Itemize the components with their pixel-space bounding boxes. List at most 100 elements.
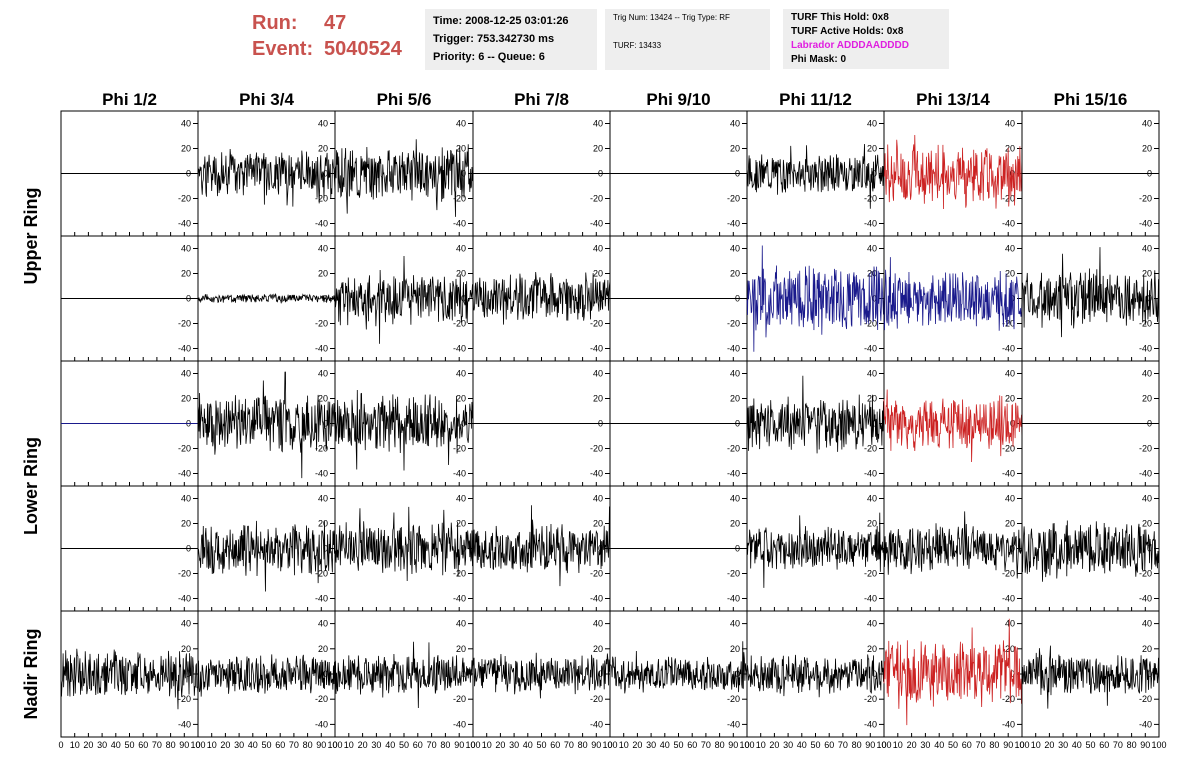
y-tick-label: 0	[461, 419, 466, 429]
x-tick-label: 90	[728, 740, 738, 750]
x-tick-label: 20	[220, 740, 230, 750]
y-tick-label: 40	[1005, 369, 1015, 379]
y-tick-label: 40	[867, 244, 877, 254]
x-tick-label: 10	[344, 740, 354, 750]
x-tick-label: 30	[920, 740, 930, 750]
y-tick-label: 40	[318, 619, 328, 629]
waveform-trace	[746, 375, 885, 454]
waveform-trace	[1021, 645, 1160, 709]
y-tick-label: -40	[1002, 594, 1015, 604]
x-tick-label: 10	[893, 740, 903, 750]
x-tick-label: 70	[564, 740, 574, 750]
waveform-trace	[197, 293, 336, 304]
x-tick-label: 0	[58, 740, 63, 750]
y-tick-label: 40	[593, 494, 603, 504]
x-tick-label: 70	[1113, 740, 1123, 750]
y-tick-label: 20	[1142, 519, 1152, 529]
column-header: Phi 9/10	[646, 90, 710, 109]
x-tick-label: 50	[1085, 740, 1095, 750]
y-tick-label: -20	[178, 694, 191, 704]
y-tick-label: -40	[1002, 344, 1015, 354]
turf-panel: TURF This Hold: 0x8 TURF Active Holds: 0…	[783, 9, 949, 69]
y-tick-label: 40	[1142, 369, 1152, 379]
x-tick-label: 20	[907, 740, 917, 750]
y-tick-label: -20	[315, 319, 328, 329]
y-tick-label: -40	[590, 219, 603, 229]
x-tick-label: 0	[881, 740, 886, 750]
y-tick-label: 20	[456, 394, 466, 404]
y-tick-label: -40	[453, 344, 466, 354]
x-tick-label: 80	[989, 740, 999, 750]
x-tick-label: 90	[179, 740, 189, 750]
y-tick-label: -40	[315, 469, 328, 479]
x-tick-label: 80	[852, 740, 862, 750]
y-tick-label: -20	[315, 694, 328, 704]
waveform-trace	[883, 134, 1023, 210]
y-tick-label: 40	[867, 619, 877, 629]
y-tick-label: 20	[730, 519, 740, 529]
y-tick-label: 40	[1005, 619, 1015, 629]
row-label: Nadir Ring	[21, 628, 41, 719]
x-tick-label: 90	[454, 740, 464, 750]
y-tick-label: -40	[178, 719, 191, 729]
y-tick-label: -40	[727, 469, 740, 479]
x-tick-label: 30	[783, 740, 793, 750]
turf-text: TURF: 13433	[613, 41, 662, 50]
waveform-trace	[197, 149, 336, 207]
y-tick-label: -40	[453, 719, 466, 729]
x-tick-label: 30	[371, 740, 381, 750]
x-tick-label: 100	[1151, 740, 1166, 750]
y-tick-label: 20	[318, 519, 328, 529]
y-tick-label: 40	[1142, 119, 1152, 129]
y-tick-label: 40	[456, 119, 466, 129]
y-tick-label: -40	[453, 469, 466, 479]
x-tick-label: 0	[744, 740, 749, 750]
x-tick-label: 90	[1003, 740, 1013, 750]
x-tick-label: 50	[536, 740, 546, 750]
x-tick-label: 60	[138, 740, 148, 750]
y-tick-label: -20	[864, 319, 877, 329]
x-tick-label: 10	[482, 740, 492, 750]
x-tick-label: 40	[1072, 740, 1082, 750]
y-tick-label: 20	[1142, 144, 1152, 154]
y-tick-label: -40	[864, 219, 877, 229]
time-text: Time: 2008-12-25 03:01:26	[433, 15, 569, 27]
waveform-trace	[883, 511, 1023, 579]
y-tick-label: 20	[1142, 269, 1152, 279]
column-header: Phi 11/12	[779, 90, 852, 109]
y-tick-label: 40	[456, 369, 466, 379]
y-tick-label: 40	[181, 119, 191, 129]
y-tick-label: 0	[598, 669, 603, 679]
y-tick-label: 40	[1142, 494, 1152, 504]
y-tick-label: 40	[730, 619, 740, 629]
y-tick-label: 20	[867, 519, 877, 529]
waveform-trace	[609, 641, 748, 694]
y-tick-label: 20	[730, 269, 740, 279]
y-tick-label: -40	[864, 469, 877, 479]
y-tick-label: -20	[315, 194, 328, 204]
y-tick-label: -20	[178, 194, 191, 204]
y-tick-label: -20	[590, 694, 603, 704]
y-tick-label: 0	[872, 419, 877, 429]
y-tick-label: -20	[590, 444, 603, 454]
priority-text: Priority: 6 -- Queue: 6	[433, 51, 545, 63]
time-panel: Time: 2008-12-25 03:01:26 Trigger: 753.3…	[425, 9, 597, 70]
x-tick-label: 50	[673, 740, 683, 750]
x-tick-label: 60	[962, 740, 972, 750]
column-header: Phi 7/8	[514, 90, 569, 109]
y-tick-label: -20	[178, 569, 191, 579]
y-tick-label: 20	[181, 144, 191, 154]
x-tick-label: 0	[607, 740, 612, 750]
x-tick-label: 20	[632, 740, 642, 750]
y-tick-label: 40	[456, 244, 466, 254]
x-tick-label: 80	[166, 740, 176, 750]
y-tick-label: -40	[590, 594, 603, 604]
x-tick-label: 80	[715, 740, 725, 750]
y-tick-label: 40	[1005, 244, 1015, 254]
y-tick-label: 20	[318, 644, 328, 654]
y-tick-label: 40	[181, 369, 191, 379]
y-tick-label: -20	[1139, 194, 1152, 204]
x-tick-label: 60	[413, 740, 423, 750]
x-tick-label: 60	[550, 740, 560, 750]
